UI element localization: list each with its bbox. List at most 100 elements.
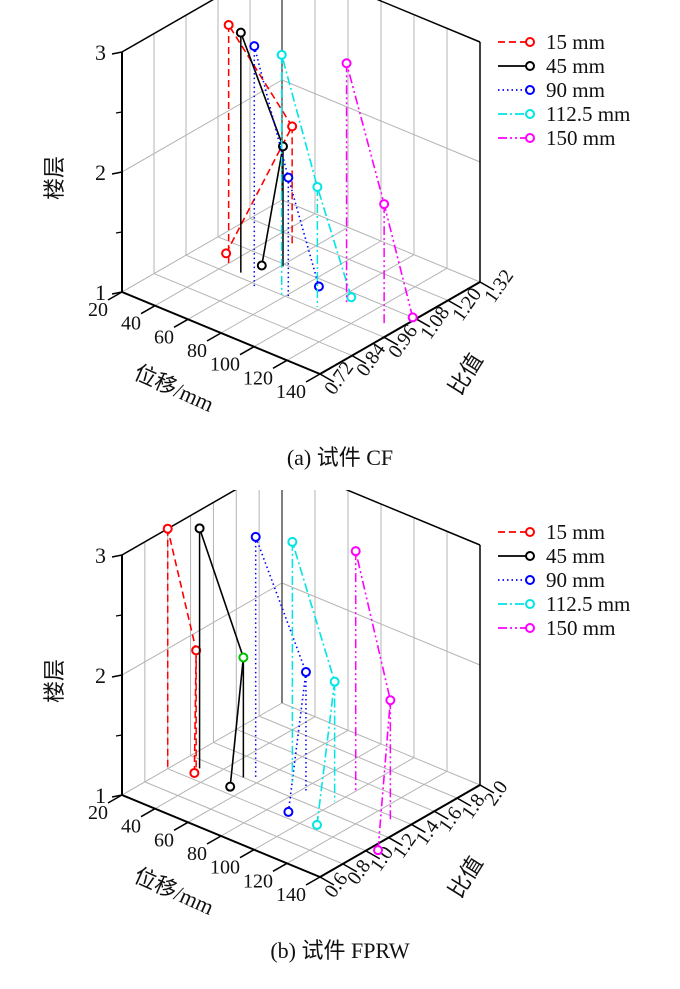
x-tick [272, 862, 288, 872]
floor-grid-line [144, 781, 344, 865]
z-tick [111, 171, 123, 175]
data-point-marker [300, 667, 311, 678]
y-tick-label: 0.96 [384, 321, 422, 362]
data-point-marker [287, 121, 298, 132]
floor-grid-line [121, 199, 283, 293]
x-tick [107, 794, 123, 804]
data-point-marker [283, 172, 294, 183]
legend-marker [525, 109, 535, 119]
y-tick [411, 823, 426, 834]
z-tick-label: 2 [95, 663, 106, 688]
legend-marker [525, 133, 535, 143]
x-tick-label: 100 [210, 354, 240, 376]
data-point-marker [283, 806, 294, 817]
series-line-150mm [345, 63, 414, 318]
box-edge [376, 0, 481, 43]
floor-grid-line [258, 715, 458, 799]
box-edge [345, 490, 481, 546]
data-point-marker [311, 819, 322, 830]
floor-grid-line [286, 267, 448, 361]
data-point-marker [235, 27, 246, 38]
legend-label: 90 mm [546, 78, 605, 102]
z-minor-tick [115, 231, 123, 234]
floor-grid-line [190, 755, 389, 839]
series-line-45mm [240, 32, 284, 266]
floor-grid-line [167, 768, 366, 852]
wall-grid-line [281, 79, 481, 163]
x-tick-label: 20 [88, 299, 108, 321]
z-tick-label: 1 [95, 280, 106, 305]
data-point-marker [276, 49, 287, 60]
data-point-marker [256, 260, 267, 271]
y-tick-label: 1.20 [448, 284, 486, 325]
x-tick-label: 140 [276, 884, 306, 906]
legend-marker [525, 61, 535, 71]
floor-grid-line [185, 254, 385, 338]
y-axis-title: 比值 [443, 349, 488, 400]
series-line-45mm [198, 528, 245, 787]
y-tick [433, 810, 449, 820]
y-axis-title: 比值 [443, 852, 488, 903]
box-edge [121, 0, 214, 53]
legend-label: 15 mm [546, 520, 605, 544]
legend-marker [525, 551, 535, 561]
floor-grid-line [253, 254, 415, 348]
x-tick-label: 60 [154, 829, 174, 851]
data-point-marker [313, 281, 324, 292]
x-tick-label: 40 [121, 816, 141, 838]
legend-label: 150 mm [546, 616, 615, 640]
data-point-marker [329, 676, 340, 687]
x-tick [206, 332, 222, 342]
y-tick-label: 0.84 [352, 339, 390, 380]
legend-marker [525, 527, 535, 537]
x-tick-label: 120 [243, 870, 273, 892]
data-point-marker [385, 695, 396, 706]
legend-label: 112.5 mm [546, 102, 630, 126]
z-tick-label: 2 [95, 160, 106, 185]
x-tick [239, 849, 255, 859]
y-tick [415, 318, 431, 328]
x-axis-title: 位移/mm [130, 863, 217, 920]
data-point-marker [407, 312, 418, 323]
x-tick [272, 359, 288, 369]
legend-label: 150 mm [546, 126, 615, 150]
x-tick-label: 120 [243, 367, 273, 389]
legend-marker [525, 85, 535, 95]
x-tick [305, 373, 321, 383]
y-tick [479, 784, 495, 794]
data-point-marker [189, 767, 200, 778]
data-point-marker [162, 523, 173, 534]
data-point-marker [223, 19, 234, 30]
y-tick [388, 836, 403, 847]
caption-b: (b) 试件 FPRW [270, 938, 410, 963]
y-tick [351, 354, 367, 365]
z-minor-tick [115, 614, 123, 617]
data-point-marker [341, 58, 352, 69]
legend-marker [525, 623, 535, 633]
x-tick-label: 80 [187, 340, 207, 362]
y-tick-label: 0.72 [320, 358, 358, 399]
data-point-marker [312, 181, 323, 192]
y-tick [383, 336, 399, 346]
y-axis-line [319, 281, 481, 375]
box-edge [121, 490, 237, 556]
x-tick-label: 80 [187, 843, 207, 865]
legend-marker [525, 37, 535, 47]
floor-grid-line [153, 273, 353, 357]
z-axis-title: 楼层 [42, 156, 67, 200]
legend-label: 112.5 mm [546, 592, 630, 616]
z-tick [111, 51, 123, 55]
y-tick [342, 863, 358, 873]
floor-grid-line [187, 226, 349, 320]
x-tick-label: 100 [210, 857, 240, 879]
z-minor-tick [115, 111, 123, 114]
z-tick-label: 3 [95, 543, 106, 568]
data-point-marker [350, 546, 361, 557]
z-tick-label: 3 [95, 40, 106, 65]
z-axis-title: 楼层 [42, 659, 67, 703]
data-point-marker [287, 536, 298, 547]
z-tick [111, 674, 123, 678]
wall-grid-line [121, 79, 283, 173]
x-tick-label: 40 [121, 313, 141, 335]
y-tick-label: 1.08 [416, 302, 454, 343]
